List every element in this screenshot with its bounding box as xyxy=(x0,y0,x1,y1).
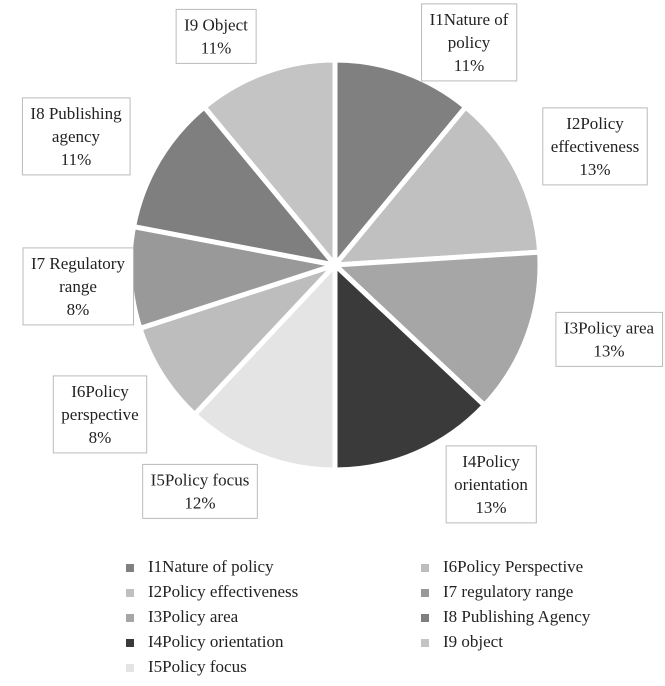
slice-label-text: orientation xyxy=(454,475,528,494)
pie-slice xyxy=(329,103,543,268)
label-box xyxy=(555,311,664,367)
slice-label-text: I5Policy focus xyxy=(151,470,250,489)
slice-label-text: I4Policy xyxy=(462,452,520,471)
label-box xyxy=(142,463,258,519)
legend-label: I2Policy effectiveness xyxy=(148,582,298,601)
legend-swatch xyxy=(421,614,429,622)
legend-swatch xyxy=(421,639,429,647)
value-label: 8% xyxy=(89,428,112,447)
slice-label-text: I1Nature of xyxy=(430,10,509,29)
slice-label-text: I2Policy xyxy=(566,114,624,133)
slice-label: I6Policy perspective 8% xyxy=(52,375,148,454)
value-label: 11% xyxy=(201,38,232,57)
label-box xyxy=(21,97,131,176)
slice-label-text: perspective xyxy=(61,405,138,424)
slice-label-text: policy xyxy=(448,33,491,52)
value-label: 13% xyxy=(593,341,624,360)
legend-label: I4Policy orientation xyxy=(148,632,284,651)
label-box xyxy=(22,247,134,326)
legend-label: I6Policy Perspective xyxy=(443,557,583,576)
pie-slice xyxy=(332,259,488,473)
label-box xyxy=(175,8,257,64)
slice-label-text: I3Policy area xyxy=(564,318,655,337)
legend-swatch xyxy=(421,589,429,597)
legend-label: I5Policy focus xyxy=(148,657,247,676)
value-label: 8% xyxy=(67,300,90,319)
slice-label: I2Policy effectiveness 13% xyxy=(542,107,648,186)
label-box xyxy=(421,3,518,82)
slice-label: I3Policy area 13% xyxy=(555,311,664,367)
slice-label-text: range xyxy=(59,277,97,296)
slice-label: I9 Object 11% xyxy=(175,8,257,64)
legend-label: I7 regulatory range xyxy=(443,582,573,601)
legend-swatch xyxy=(126,639,134,647)
legend-swatch xyxy=(126,564,134,572)
value-label: 13% xyxy=(475,498,506,517)
legend-swatch xyxy=(421,564,429,572)
slice-label: I5Policy focus 12% xyxy=(142,463,258,519)
legend-label: I1Nature of policy xyxy=(148,557,274,576)
legend-label: I8 Publishing Agency xyxy=(443,607,591,626)
slice-label-text: I9 Object xyxy=(184,15,248,34)
pie-slice xyxy=(191,258,338,473)
legend-label: I9 object xyxy=(443,632,503,651)
value-label: 12% xyxy=(184,493,215,512)
slice-label-text: I6Policy xyxy=(71,382,129,401)
slice-label: I4Policy orientation 13% xyxy=(445,445,537,524)
legend-swatch xyxy=(126,614,134,622)
pie-slice xyxy=(329,249,543,409)
legend-swatch xyxy=(126,664,134,672)
slice-label-text: agency xyxy=(52,127,101,146)
legend-label: I3Policy area xyxy=(148,607,239,626)
slice-label-text: I8 Publishing xyxy=(30,104,122,123)
value-label: 11% xyxy=(454,56,485,75)
pie-slice xyxy=(200,57,338,272)
slice-label-text: I7 Regulatory xyxy=(31,254,125,273)
legend-swatch xyxy=(126,589,134,597)
slice-label: I1Nature of policy 11% xyxy=(421,3,518,82)
label-box xyxy=(52,375,148,454)
slice-label-text: effectiveness xyxy=(551,137,639,156)
label-box xyxy=(445,445,537,524)
slice-label: I8 Publishing agency 11% xyxy=(21,97,131,176)
value-label: 13% xyxy=(579,160,610,179)
pie-slice xyxy=(130,103,342,269)
value-label: 11% xyxy=(61,150,92,169)
pie-slice xyxy=(332,57,470,272)
slice-label: I7 Regulatory range 8% xyxy=(22,247,134,326)
label-box xyxy=(542,107,648,186)
